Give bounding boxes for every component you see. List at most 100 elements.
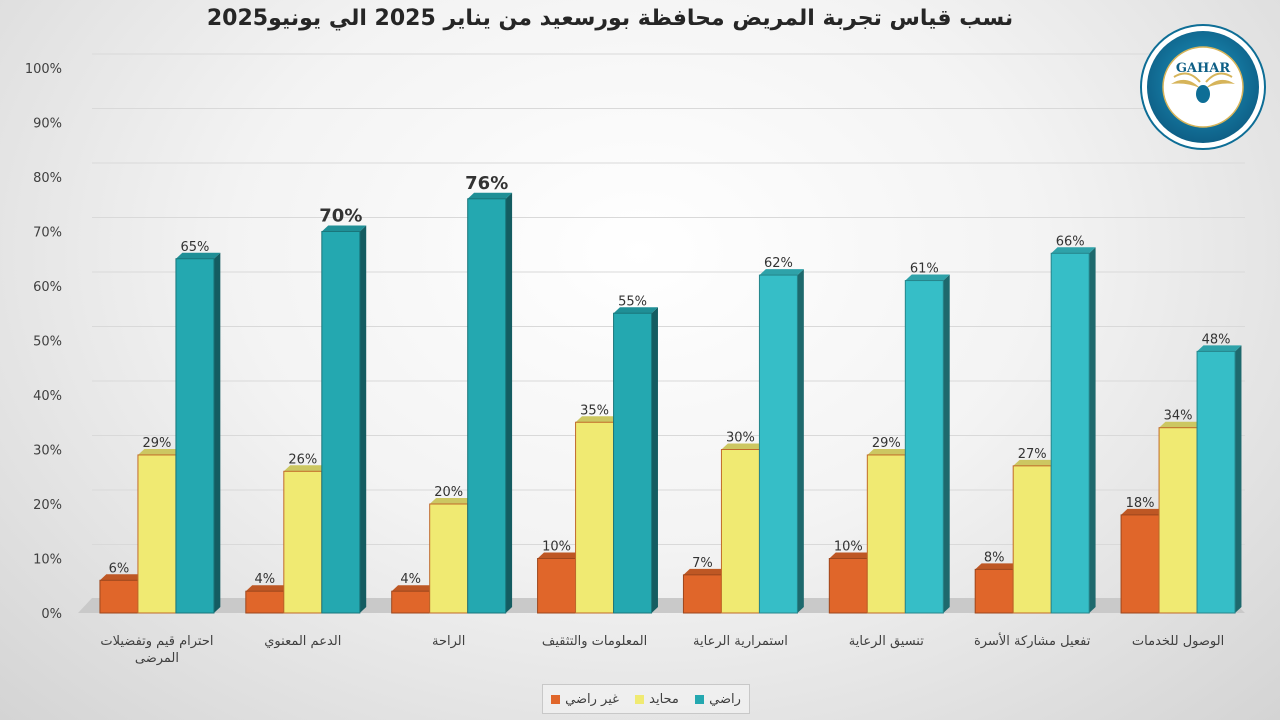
data-label: 76%	[465, 173, 508, 194]
data-label: 4%	[255, 572, 276, 587]
bar-neutral	[720, 449, 760, 614]
bar-dissatisfied	[391, 590, 431, 614]
bar-satisfied	[904, 280, 944, 614]
bar-neutral	[429, 503, 469, 614]
data-label: 18%	[1126, 496, 1155, 511]
bar-satisfied	[321, 231, 361, 614]
bar-top	[537, 552, 582, 559]
bar-side	[797, 269, 804, 613]
bar-satisfied	[175, 258, 215, 614]
bar-satisfied	[613, 312, 653, 614]
data-label: 55%	[618, 294, 647, 309]
bar-side	[651, 307, 658, 613]
data-label: 10%	[834, 540, 863, 555]
chart-title: نسب قياس تجربة المريض محافظة بورسعيد من …	[206, 6, 1014, 31]
y-tick-label: 80%	[33, 171, 62, 186]
chart-legend: راضي محايد غير راضي	[542, 684, 750, 714]
category-label: الراحة	[432, 634, 465, 649]
y-tick-label: 0%	[41, 607, 62, 622]
legend-swatch	[695, 694, 705, 704]
bar-top	[721, 443, 766, 450]
legend-item: راضي	[695, 692, 741, 707]
bar-top	[683, 568, 728, 575]
bar-top	[321, 225, 367, 232]
data-label: 35%	[580, 403, 609, 418]
bar-dissatisfied	[245, 590, 285, 614]
data-label: 65%	[180, 240, 209, 255]
category-label: احترام قيم وتفضيلات المرضى	[100, 634, 213, 666]
bar-top	[429, 498, 475, 504]
bar-dissatisfied	[99, 579, 139, 614]
bar-side	[359, 225, 367, 613]
category-label: الدعم المعنوي	[264, 634, 341, 649]
bar-satisfied	[758, 274, 798, 614]
bar-neutral	[1012, 465, 1052, 614]
bar-side	[213, 252, 221, 613]
data-label: 27%	[1018, 447, 1047, 462]
bar-top	[175, 252, 221, 259]
data-label: 29%	[142, 436, 171, 451]
bar-side	[505, 192, 513, 614]
bar-dissatisfied	[828, 558, 868, 614]
legend-label: غير راضي	[565, 691, 619, 707]
y-tick-label: 40%	[33, 389, 62, 404]
category-label: تفعيل مشاركة الأسرة	[974, 632, 1091, 649]
y-tick-label: 90%	[33, 117, 62, 132]
legend-item: محايد	[635, 692, 679, 707]
legend-item: غير راضي	[551, 692, 619, 707]
bar-top	[1051, 247, 1096, 254]
y-tick-label: 70%	[33, 226, 62, 241]
y-tick-label: 50%	[33, 335, 62, 350]
bar-top	[391, 585, 437, 592]
bar-dissatisfied	[1120, 514, 1160, 614]
bar-side	[943, 274, 950, 613]
category-label: تنسيق الرعاية	[849, 634, 924, 649]
data-label: 10%	[542, 540, 571, 555]
bar-dissatisfied	[537, 558, 577, 614]
bar-top	[283, 465, 329, 472]
bar-top	[1013, 459, 1058, 466]
bar-satisfied	[467, 198, 507, 614]
bar-top	[759, 269, 804, 276]
bar-neutral	[137, 454, 177, 614]
y-tick-label: 60%	[33, 280, 62, 295]
data-label: 70%	[319, 206, 362, 227]
logo-text: GAHAR	[1176, 61, 1231, 76]
y-tick-label: 30%	[33, 444, 62, 459]
legend-label: محايد	[649, 691, 679, 707]
y-tick-label: 20%	[33, 498, 62, 513]
chart-floor	[78, 598, 1245, 613]
bar-top	[905, 274, 950, 281]
bar-top	[467, 192, 513, 199]
bar-neutral	[575, 421, 615, 614]
data-label: 20%	[434, 485, 463, 500]
data-label: 34%	[1164, 409, 1193, 424]
data-label: 26%	[288, 452, 317, 467]
y-tick-label: 100%	[25, 62, 62, 77]
bar-satisfied	[1196, 350, 1236, 614]
bar-side	[1089, 247, 1096, 614]
bar-top	[245, 585, 291, 592]
bar-top	[575, 416, 620, 423]
data-label: 4%	[400, 572, 421, 587]
bar-top	[1121, 508, 1166, 515]
bar-neutral	[283, 470, 323, 614]
category-label: المعلومات والتثقيف	[542, 634, 647, 649]
bar-dissatisfied	[974, 568, 1014, 614]
bar-top	[867, 448, 912, 455]
data-label: 61%	[910, 262, 939, 277]
bar-top	[829, 552, 874, 559]
bar-top	[1197, 345, 1242, 352]
bar-top	[137, 448, 183, 455]
bar-top	[99, 574, 145, 581]
category-label: استمرارية الرعاية	[693, 634, 788, 649]
data-label: 48%	[1202, 332, 1231, 347]
bar-neutral	[1158, 427, 1198, 614]
data-label: 8%	[984, 550, 1005, 565]
data-label: 7%	[692, 556, 713, 571]
category-label: الوصول للخدمات	[1132, 634, 1224, 649]
bar-top	[1159, 421, 1204, 428]
data-label: 6%	[109, 561, 130, 576]
